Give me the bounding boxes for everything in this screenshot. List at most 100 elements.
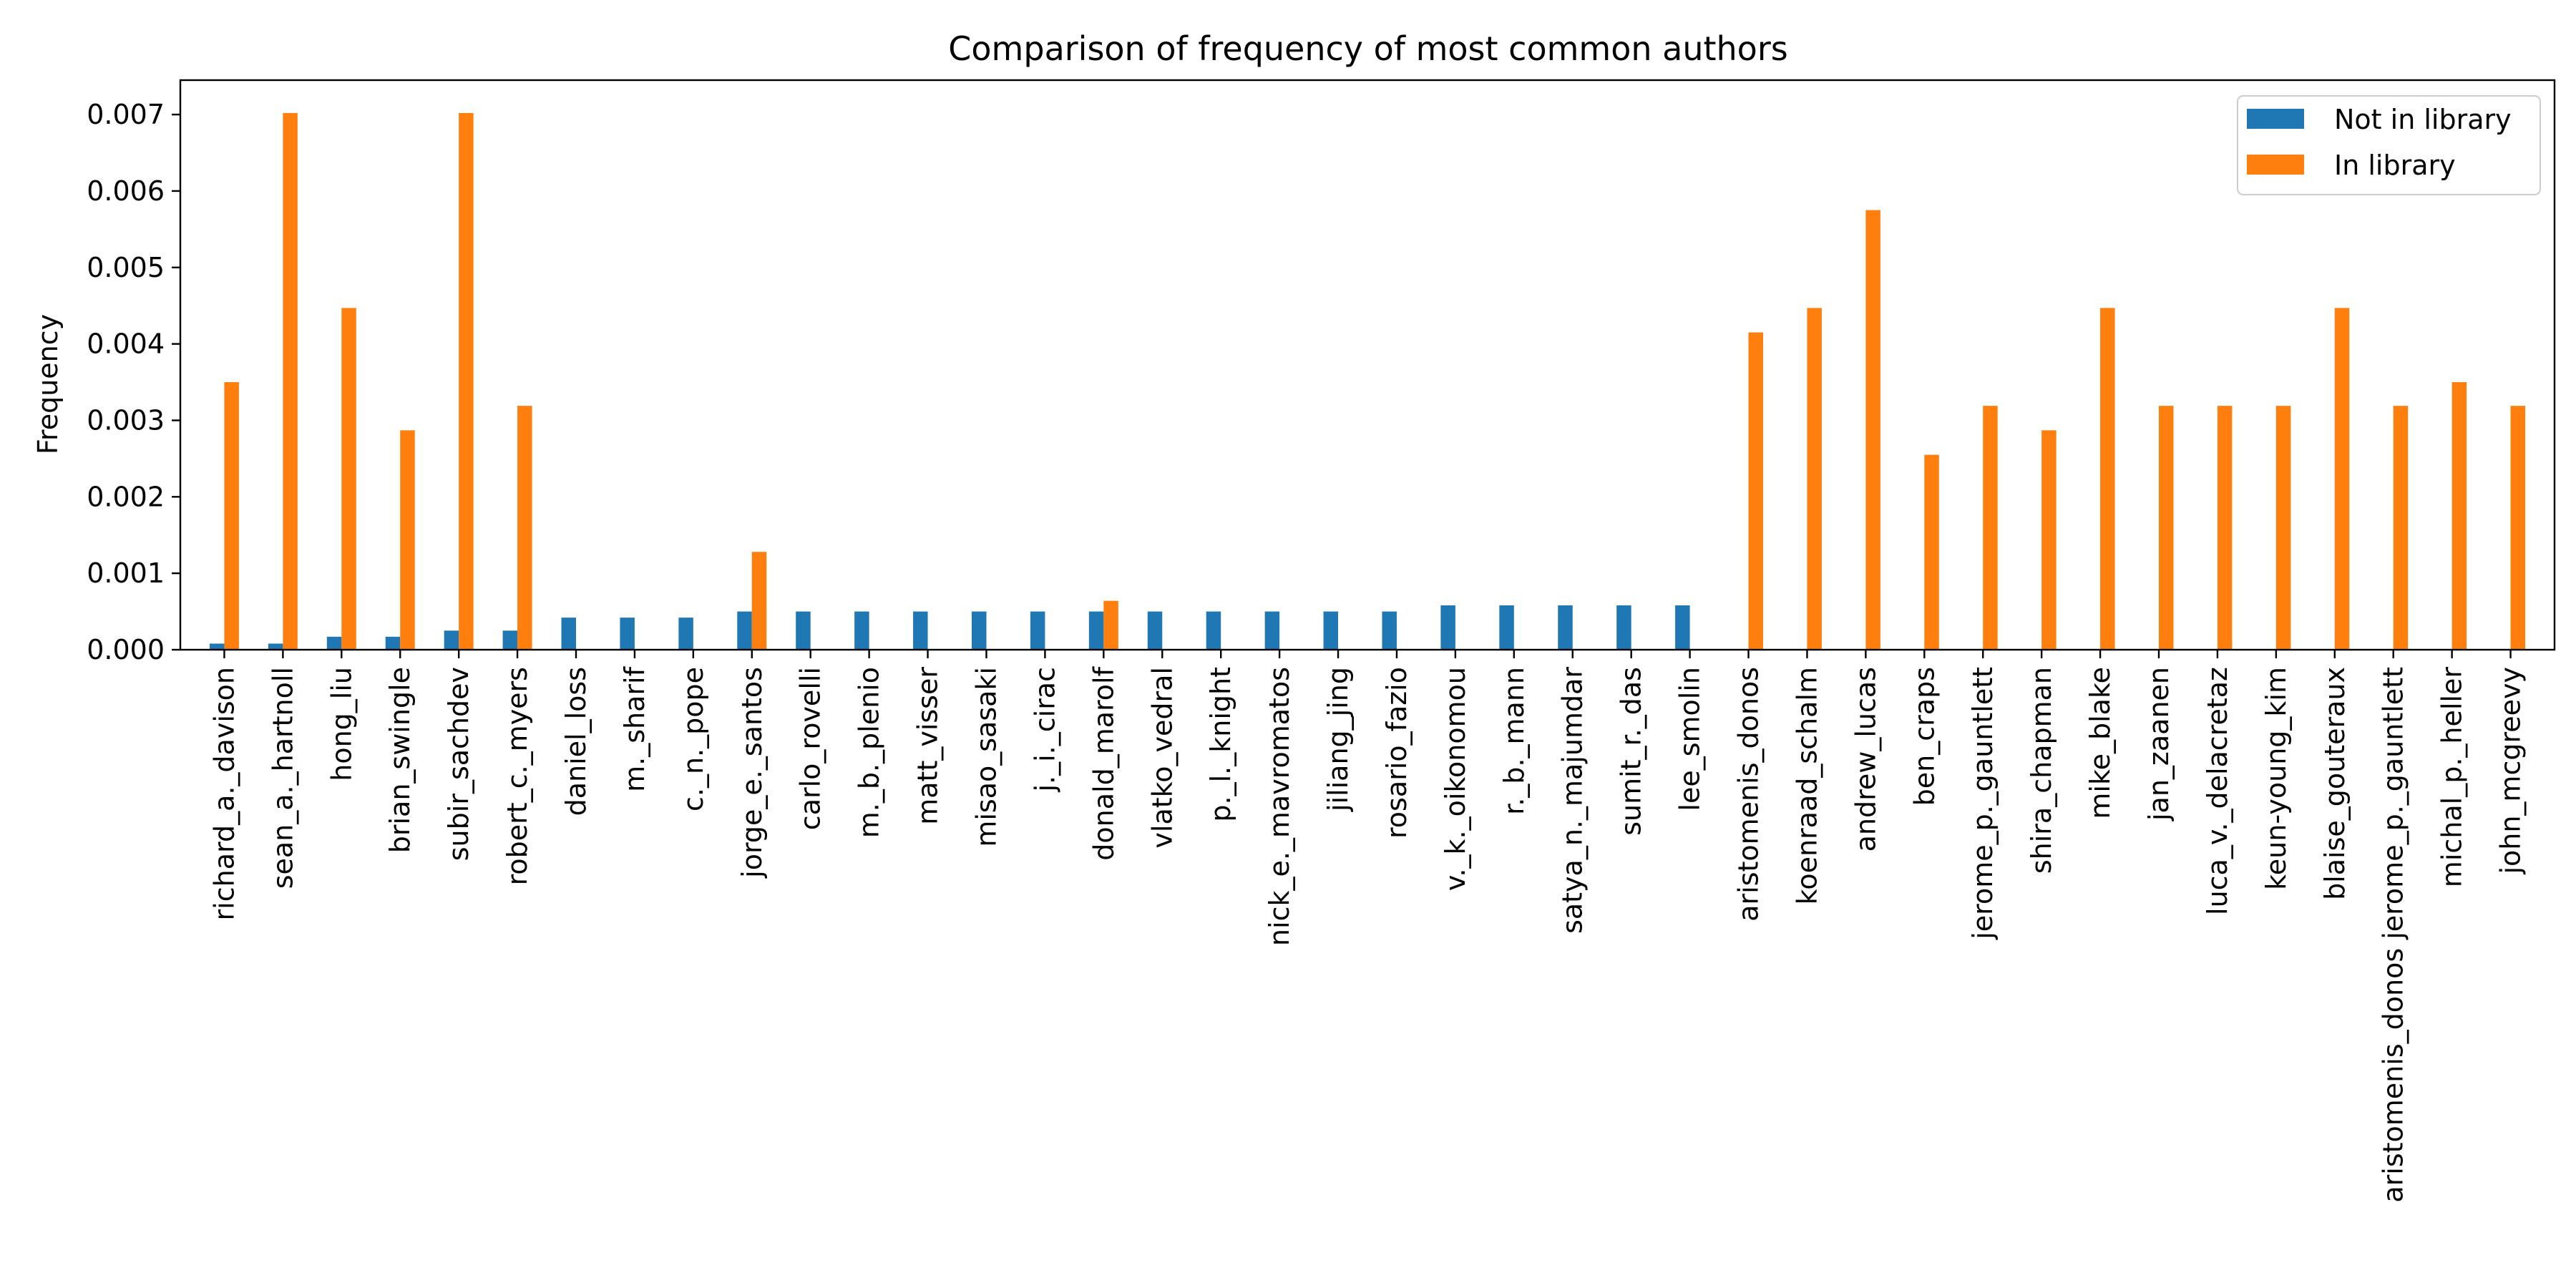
bar-not-in-library-sumit-r-das bbox=[1616, 605, 1631, 650]
bar-not-in-library-m-sharif bbox=[620, 618, 635, 650]
bar-in-library-luca-v-delacretaz bbox=[2217, 406, 2233, 650]
x-tick-label-brian-swingle: brian_swingle bbox=[384, 667, 416, 853]
x-tick-label-john-mcgreevy: john_mcgreevy bbox=[2495, 667, 2527, 875]
x-tick-label-koenraad-schalm: koenraad_schalm bbox=[1791, 667, 1823, 904]
x-tick-label-blaise-gouteraux: blaise_gouteraux bbox=[2319, 667, 2351, 900]
x-tick-label-luca-v-delacretaz: luca_v._delacretaz bbox=[2202, 667, 2233, 915]
bar-not-in-library-brian-swingle bbox=[385, 636, 401, 650]
x-tick-label-jorge-e-santos: jorge_e._santos bbox=[736, 667, 768, 879]
bar-not-in-library-jorge-e-santos bbox=[737, 611, 752, 650]
bar-not-in-library-jiliang-jing bbox=[1323, 611, 1339, 650]
legend: Not in library In library bbox=[2237, 95, 2541, 195]
bar-in-library-michal-p-heller bbox=[2451, 382, 2467, 650]
bar-not-in-library-j-i-cirac bbox=[1030, 611, 1045, 650]
bar-not-in-library-v-k-oikonomou bbox=[1440, 605, 1455, 650]
legend-swatch-not-in-library bbox=[2247, 109, 2304, 129]
x-tick-label-aristomenis-donos-jerome-p-gauntlett: aristomenis_donos jerome_p._gauntlett bbox=[2378, 667, 2409, 1203]
x-tick-label-richard-a-davison: richard_a._davison bbox=[208, 667, 240, 920]
x-tick-label-v-k-oikonomou: v._k._oikonomou bbox=[1440, 667, 1471, 891]
bar-not-in-library-vlatko-vedral bbox=[1147, 611, 1163, 650]
bar-not-in-library-lee-smolin bbox=[1675, 605, 1690, 650]
bar-in-library-koenraad-schalm bbox=[1807, 308, 1822, 650]
bar-not-in-library-misao-sasaki bbox=[972, 611, 987, 650]
bar-in-library-blaise-gouteraux bbox=[2334, 308, 2350, 650]
bar-not-in-library-satya-n-majumdar bbox=[1558, 605, 1573, 650]
bar-in-library-jan-zaanen bbox=[2159, 406, 2174, 650]
x-tick-label-hong-liu: hong_liu bbox=[326, 667, 357, 781]
bar-not-in-library-c-n-pope bbox=[678, 618, 693, 650]
bar-not-in-library-sean-a-hartnoll bbox=[268, 643, 283, 650]
bar-in-library-andrew-lucas bbox=[1865, 210, 1880, 650]
bar-not-in-library-subir-sachdev bbox=[444, 630, 459, 650]
x-tick-label-satya-n-majumdar: satya_n._majumdar bbox=[1557, 667, 1589, 934]
bar-in-library-john-mcgreevy bbox=[2510, 406, 2526, 650]
x-tick-label-shira-chapman: shira_chapman bbox=[2026, 667, 2057, 874]
bar-in-library-ben-craps bbox=[1924, 454, 1939, 650]
x-tick-label-sean-a-hartnoll: sean_a._hartnoll bbox=[267, 667, 298, 889]
x-tick-label-p-l-knight: p._l._knight bbox=[1205, 667, 1236, 822]
bar-not-in-library-richard-a-davison bbox=[209, 643, 225, 650]
bar-in-library-sean-a-hartnoll bbox=[283, 112, 298, 650]
y-tick-label: 0.001 bbox=[87, 557, 165, 589]
bar-not-in-library-donald-marolf bbox=[1088, 611, 1104, 650]
bar-in-library-hong-liu bbox=[341, 308, 356, 650]
bar-in-library-aristomenis-donos-jerome-p-gauntlett bbox=[2393, 406, 2409, 650]
x-tick-label-jiliang-jing: jiliang_jing bbox=[1322, 667, 1354, 812]
x-tick-label-c-n-pope: c._n._pope bbox=[678, 667, 709, 811]
x-tick-label-donald-marolf: donald_marolf bbox=[1088, 665, 1119, 860]
x-tick-label-j-i-cirac: j._i._cirac bbox=[1029, 667, 1060, 793]
x-tick-label-aristomenis-donos: aristomenis_donos bbox=[1733, 667, 1765, 922]
x-tick-label-m-sharif: m._sharif bbox=[619, 665, 650, 791]
y-axis-label: Frequency bbox=[32, 314, 64, 454]
bar-in-library-aristomenis-donos bbox=[1748, 332, 1763, 650]
x-tick-label-daniel-loss: daniel_loss bbox=[560, 667, 592, 816]
x-tick-label-ben-craps: ben_craps bbox=[1908, 667, 1940, 806]
bar-in-library-brian-swingle bbox=[400, 430, 415, 650]
bar-not-in-library-robert-c-myers bbox=[502, 630, 518, 650]
bar-not-in-library-r-b-mann bbox=[1499, 605, 1514, 650]
x-tick-label-andrew-lucas: andrew_lucas bbox=[1850, 667, 1881, 852]
x-tick-label-lee-smolin: lee_smolin bbox=[1674, 667, 1706, 811]
bar-in-library-subir-sachdev bbox=[459, 112, 474, 650]
x-tick-label-rosario-fazio: rosario_fazio bbox=[1381, 667, 1413, 839]
x-tick-label-nick-e-mavromatos: nick_e._mavromatos bbox=[1264, 667, 1295, 946]
x-tick-label-vlatko-vedral: vlatko_vedral bbox=[1146, 667, 1178, 849]
x-tick-label-sumit-r-das: sumit_r._das bbox=[1616, 667, 1647, 836]
x-tick-label-keun-young-kim: keun-young_kim bbox=[2260, 667, 2292, 890]
y-tick-label: 0.005 bbox=[87, 252, 165, 283]
x-tick-label-mike-blake: mike_blake bbox=[2084, 667, 2116, 819]
y-tick-label: 0.003 bbox=[87, 404, 165, 436]
bar-not-in-library-m-b-plenio bbox=[854, 611, 869, 650]
bar-not-in-library-matt-visser bbox=[913, 611, 928, 650]
x-tick-label-carlo-rovelli: carlo_rovelli bbox=[795, 667, 826, 830]
legend-label-not-in-library: Not in library bbox=[2334, 104, 2512, 135]
x-tick-label-m-b-plenio: m._b._plenio bbox=[854, 667, 885, 838]
x-tick-label-jerome-p-gauntlett: jerome_p._gauntlett bbox=[1967, 667, 1999, 940]
x-tick-label-robert-c-myers: robert_c._myers bbox=[502, 667, 533, 885]
bar-in-library-jerome-p-gauntlett bbox=[1983, 406, 1998, 650]
x-tick-label-michal-p-heller: michal_p._heller bbox=[2436, 667, 2468, 888]
bar-in-library-shira-chapman bbox=[2041, 430, 2057, 650]
y-tick-label: 0.000 bbox=[87, 634, 165, 665]
x-tick-label-r-b-mann: r._b._mann bbox=[1498, 667, 1530, 815]
bar-in-library-jorge-e-santos bbox=[751, 552, 767, 650]
x-ticks: richard_a._davison sean_a._hartnoll hong_l… bbox=[208, 650, 2527, 1203]
bar-in-library-keun-young-kim bbox=[2275, 406, 2291, 650]
y-tick-label: 0.006 bbox=[87, 175, 165, 207]
bar-not-in-library-p-l-knight bbox=[1206, 611, 1221, 650]
bar-in-library-robert-c-myers bbox=[517, 406, 532, 650]
plot-frame bbox=[179, 79, 2556, 651]
y-tick-label: 0.007 bbox=[87, 99, 165, 130]
legend-box bbox=[2237, 95, 2541, 195]
y-tick-label: 0.002 bbox=[87, 481, 165, 512]
bar-not-in-library-rosario-fazio bbox=[1382, 611, 1397, 650]
bars-layer bbox=[209, 112, 2526, 650]
bar-not-in-library-daniel-loss bbox=[561, 618, 576, 650]
x-tick-label-jan-zaanen: jan_zaanen bbox=[2143, 667, 2175, 821]
bar-in-library-richard-a-davison bbox=[224, 382, 239, 650]
bar-in-library-donald-marolf bbox=[1103, 600, 1118, 650]
y-tick-label: 0.004 bbox=[87, 328, 165, 360]
